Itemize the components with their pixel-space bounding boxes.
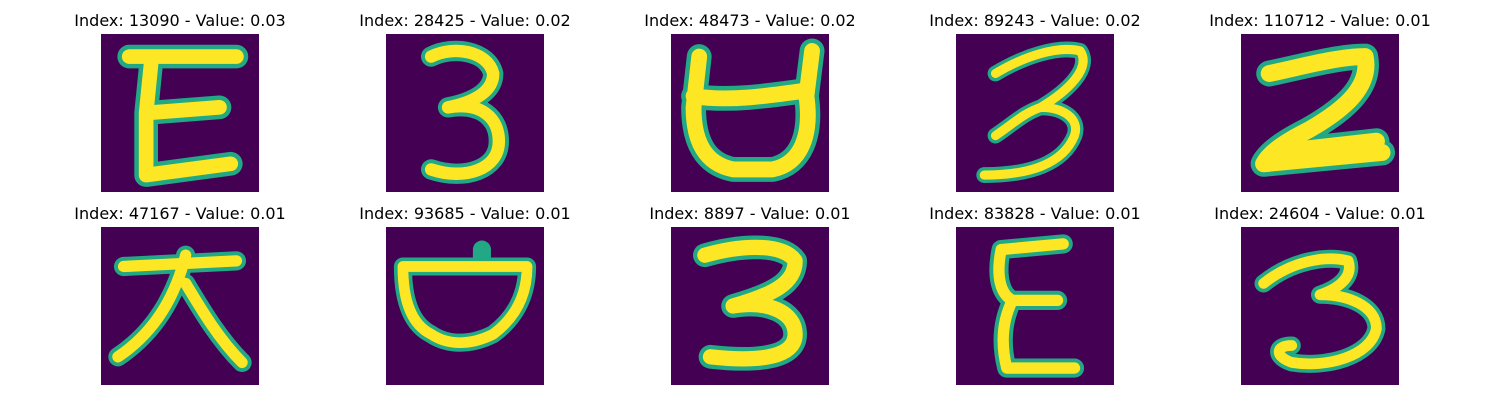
glyph-image [671,227,829,385]
glyph-image [1241,227,1399,385]
panel-title: Index: 110712 - Value: 0.01 [1209,11,1431,30]
panel-8: Index: 8897 - Value: 0.01 [630,205,870,385]
glyph-image [1241,34,1399,192]
glyph-image [671,34,829,192]
panel-1: Index: 13090 - Value: 0.03 [60,12,300,192]
panel-title: Index: 28425 - Value: 0.02 [359,11,571,30]
panel-9: Index: 83828 - Value: 0.01 [915,205,1155,385]
glyph-image [386,227,544,385]
glyph-image [956,227,1114,385]
panel-7: Index: 93685 - Value: 0.01 [345,205,585,385]
panel-4: Index: 89243 - Value: 0.02 [915,12,1155,192]
panel-2: Index: 28425 - Value: 0.02 [345,12,585,192]
panel-3: Index: 48473 - Value: 0.02 [630,12,870,192]
glyph-image [101,34,259,192]
panel-title: Index: 13090 - Value: 0.03 [74,11,286,30]
panel-title: Index: 47167 - Value: 0.01 [74,204,286,223]
glyph-image [101,227,259,385]
panel-5: Index: 110712 - Value: 0.01 [1200,12,1440,192]
glyph-image [956,34,1114,192]
panel-title: Index: 24604 - Value: 0.01 [1214,204,1426,223]
panel-title: Index: 48473 - Value: 0.02 [644,11,856,30]
glyph-image [386,34,544,192]
panel-6: Index: 47167 - Value: 0.01 [60,205,300,385]
panel-title: Index: 8897 - Value: 0.01 [649,204,851,223]
panel-title: Index: 83828 - Value: 0.01 [929,204,1141,223]
panel-title: Index: 89243 - Value: 0.02 [929,11,1141,30]
panel-title: Index: 93685 - Value: 0.01 [359,204,571,223]
panel-10: Index: 24604 - Value: 0.01 [1200,205,1440,385]
